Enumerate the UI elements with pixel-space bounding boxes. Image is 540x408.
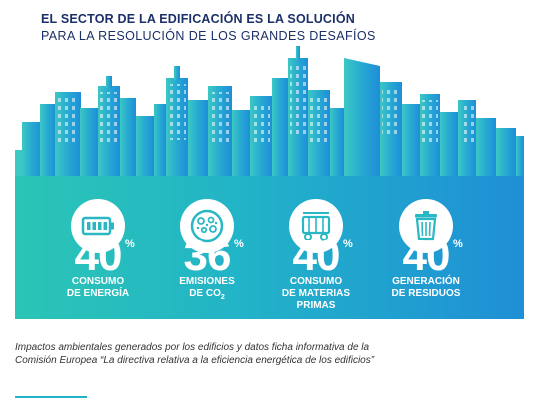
stat-waste: 40 % GENERACIÓN DE RESIDUOS	[371, 176, 481, 319]
stat-label: GENERACIÓN DE RESIDUOS	[391, 276, 461, 299]
icon-circle	[71, 199, 125, 253]
city-skyline-illustration	[15, 46, 524, 180]
title-light: PARA LA RESOLUCIÓN DE LOS GRANDES DESAFÍ…	[41, 29, 376, 43]
percent-sign: %	[234, 238, 244, 250]
caption: Impactos ambientales generados por los e…	[15, 342, 375, 366]
stats-panel: 40 % CONSUMO DE ENERGÍA 36 % EMISIONES D…	[15, 176, 524, 319]
stat-label: EMISIONES DE CO2	[179, 276, 235, 301]
icon-circle	[180, 199, 234, 253]
accent-rule	[15, 396, 87, 398]
title-bold: EL SECTOR DE LA EDIFICACIÓN ES LA SOLUCI…	[41, 12, 355, 26]
stat-materials: 40 % CONSUMO DE MATERIAS PRIMAS	[261, 176, 371, 319]
percent-sign: %	[125, 238, 135, 250]
icon-circle	[399, 199, 453, 253]
battery-icon	[81, 216, 114, 236]
stat-emissions: 36 % EMISIONES DE CO2	[152, 176, 262, 319]
stat-value: 40	[292, 231, 341, 280]
materials-cart-icon	[301, 212, 331, 241]
trash-can-icon	[415, 211, 437, 241]
stat-value: 40	[402, 231, 451, 280]
stat-energy: 40 % CONSUMO DE ENERGÍA	[43, 176, 153, 319]
percent-sign: %	[453, 238, 463, 250]
stat-value: 40	[74, 231, 123, 280]
percent-sign: %	[343, 238, 353, 250]
stat-label: CONSUMO DE MATERIAS PRIMAS	[281, 276, 351, 311]
icon-circle	[289, 199, 343, 253]
stat-value: 36	[183, 231, 232, 280]
stat-label: CONSUMO DE ENERGÍA	[66, 276, 130, 299]
emissions-icon	[190, 209, 224, 243]
